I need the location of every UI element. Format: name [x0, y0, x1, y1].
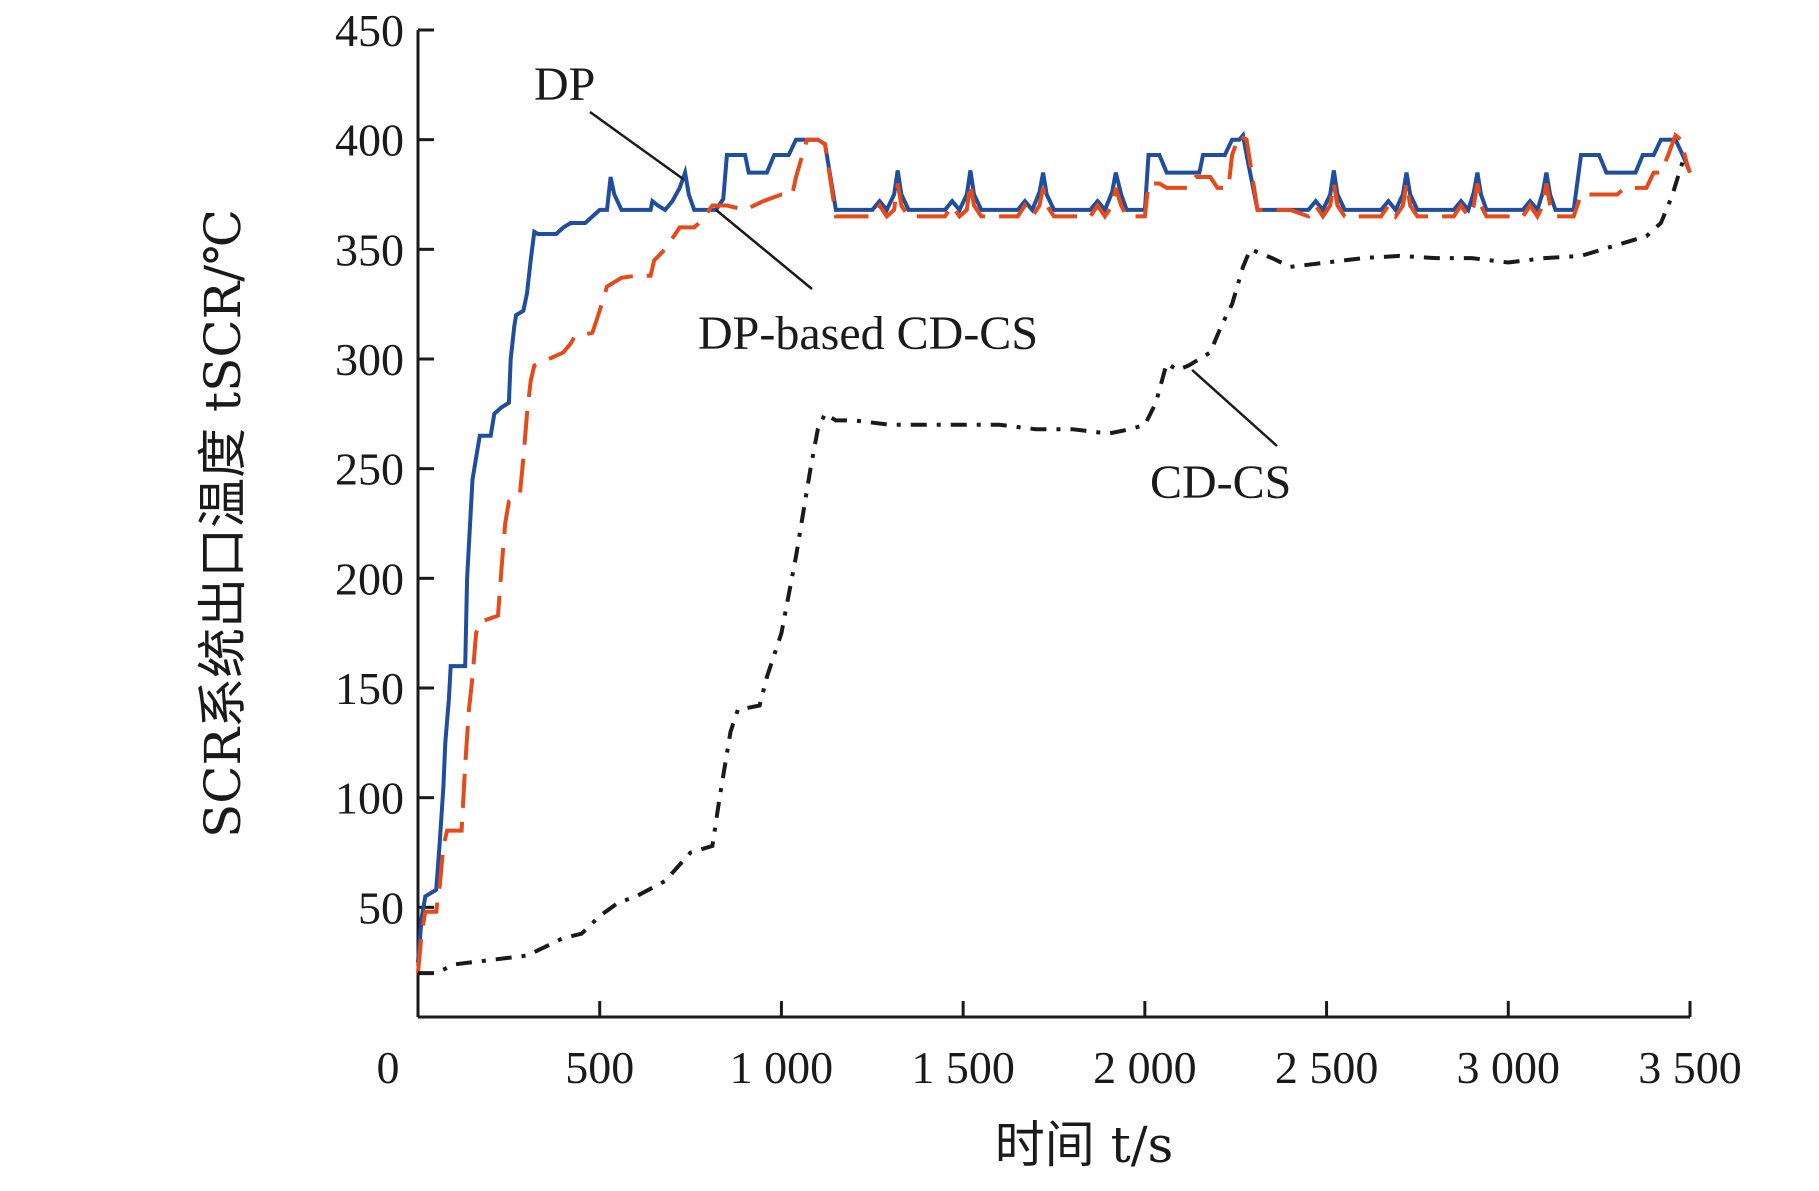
annotation-label: DP	[534, 58, 595, 111]
series-lines	[416, 130, 1692, 976]
x-tick-label: 2 500	[1275, 1042, 1379, 1093]
annotation-label: DP-based CD-CS	[698, 307, 1038, 360]
x-tick-label: 500	[565, 1042, 634, 1093]
series-line-2	[416, 131, 1692, 974]
x-tick-label: 0	[377, 1042, 400, 1093]
y-tick-label: 350	[335, 224, 404, 275]
x-tick-label: 2 000	[1093, 1042, 1197, 1093]
y-tick-label: 50	[358, 882, 404, 933]
annotation-leader-line	[715, 208, 813, 290]
x-tick-label: 3 500	[1638, 1042, 1742, 1093]
x-tick-label: 1 500	[911, 1042, 1015, 1093]
x-tick-label: 1 000	[730, 1042, 834, 1093]
series-line-3	[418, 155, 1692, 976]
annotation-leader-line	[589, 110, 685, 181]
y-tick-label: 150	[335, 663, 404, 714]
series-line-1	[416, 130, 1692, 963]
y-axis-title: SCR系统出口温度 tSCR/℃	[194, 209, 252, 838]
axes	[416, 30, 1690, 1019]
y-tick-label: 400	[335, 115, 404, 166]
annotation-label: CD-CS	[1150, 456, 1291, 509]
y-tick-label: 250	[335, 444, 404, 495]
y-tick-label: 200	[335, 553, 404, 604]
axis-ticks: 50 100 150 200 250 300 350 400 450 0 500 1 000 1 500…	[335, 5, 1742, 1093]
annotation-leader-line	[1191, 369, 1278, 447]
annotations: DP DP-based CD-CS CD-CS	[534, 58, 1291, 509]
x-tick-label: 3 000	[1457, 1042, 1561, 1093]
x-axis-title: 时间 t/s	[995, 1116, 1174, 1174]
y-tick-label: 300	[335, 334, 404, 385]
y-tick-label: 450	[335, 5, 404, 56]
y-tick-label: 100	[335, 773, 404, 824]
